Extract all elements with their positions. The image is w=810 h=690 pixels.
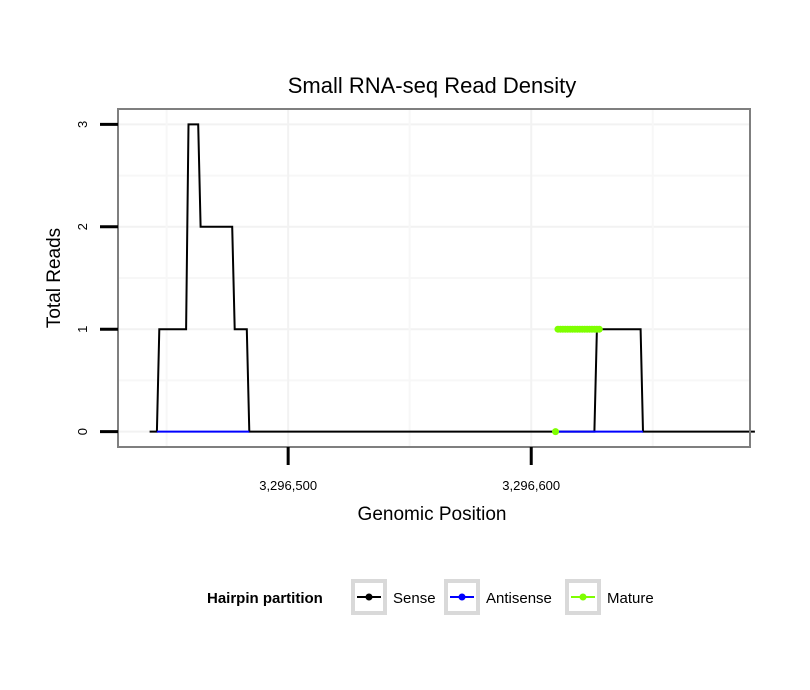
legend-title: Hairpin partition: [207, 590, 323, 607]
legend: Hairpin partition Sense Antisense Mature: [207, 579, 654, 615]
plot-panel-border: [117, 108, 751, 448]
legend-label-mature: Mature: [607, 590, 654, 607]
y-tick-label: 3: [75, 121, 90, 128]
y-tick-label: 0: [75, 428, 90, 435]
plot-series: [149, 123, 755, 436]
grid: [118, 109, 750, 447]
y-axis-title: Total Reads: [44, 228, 65, 328]
x-axis-title: Genomic Position: [358, 504, 507, 525]
chart-title: Small RNA-seq Read Density: [288, 73, 577, 98]
sense-line: [149, 123, 755, 433]
legend-key-point: [579, 593, 587, 601]
x-tick-label: 3,296,600: [502, 478, 560, 493]
y-axis: 0 1 2 3: [75, 121, 118, 435]
legend-key-point: [458, 593, 466, 601]
y-tick-label: 2: [75, 223, 90, 230]
legend-label-sense: Sense: [393, 590, 436, 607]
x-axis: 3,296,500 3,296,600: [259, 447, 560, 493]
legend-label-antisense: Antisense: [486, 590, 552, 607]
y-tick-label: 1: [75, 326, 90, 333]
mature-point: [552, 428, 560, 436]
mature-point: [595, 325, 603, 333]
x-tick-label: 3,296,500: [259, 478, 317, 493]
legend-key-point: [365, 593, 373, 601]
